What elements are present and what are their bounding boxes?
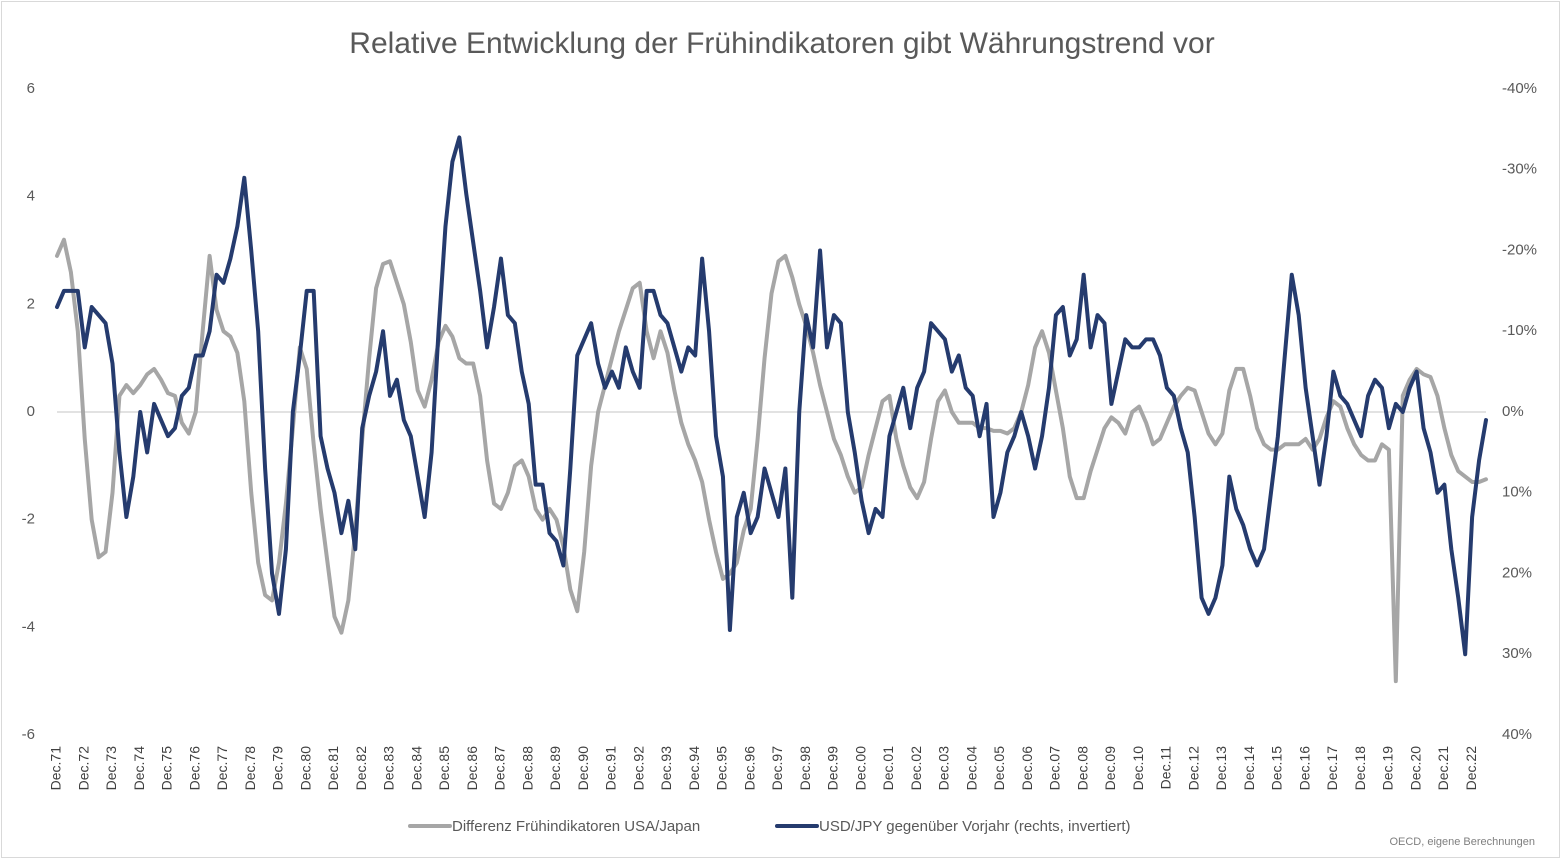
x-tick-label: Dec.09 <box>1102 746 1118 791</box>
x-tick-label: Dec.12 <box>1185 746 1201 791</box>
x-tick-label: Dec.91 <box>603 746 619 791</box>
x-tick-label: Dec.05 <box>991 746 1007 791</box>
x-tick-label: Dec.82 <box>353 746 369 791</box>
y2-tick-label: 0% <box>1502 403 1524 420</box>
y2-tick-label: 30% <box>1502 645 1532 662</box>
x-tick-label: Dec.18 <box>1352 746 1368 791</box>
x-tick-label: Dec.81 <box>325 746 341 791</box>
y-tick-label: -4 <box>22 618 35 635</box>
x-tick-label: Dec.16 <box>1296 746 1312 791</box>
x-tick-label: Dec.84 <box>408 746 424 791</box>
x-tick-label: Dec.71 <box>48 746 64 791</box>
x-tick-label: Dec.20 <box>1407 746 1423 791</box>
series-line <box>55 135 1488 657</box>
y2-tick-label: 40% <box>1502 726 1532 743</box>
chart-title: Relative Entwicklung der Frühindikatoren… <box>349 27 1214 60</box>
x-tick-label: Dec.77 <box>214 746 230 791</box>
x-tick-label: Dec.76 <box>186 746 202 791</box>
y-tick-label: 4 <box>27 188 35 205</box>
x-tick-label: Dec.90 <box>575 746 591 791</box>
x-tick-label: Dec.89 <box>547 746 563 791</box>
x-tick-label: Dec.10 <box>1130 746 1146 791</box>
x-tick-label: Dec.72 <box>75 746 91 791</box>
legend-label: Differenz Frühindikatoren USA/Japan <box>452 818 700 835</box>
y-tick-label: 0 <box>27 403 35 420</box>
x-tick-label: Dec.85 <box>436 746 452 791</box>
x-tick-label: Dec.98 <box>797 746 813 791</box>
y2-tick-label: 10% <box>1502 484 1532 501</box>
source-note: OECD, eigene Berechnungen <box>1389 836 1535 848</box>
x-tick-label: Dec.22 <box>1463 746 1479 791</box>
legend-label: USD/JPY gegenüber Vorjahr (rechts, inver… <box>819 818 1131 835</box>
y2-tick-label: -10% <box>1502 322 1537 339</box>
x-tick-label: Dec.87 <box>492 746 508 791</box>
x-tick-label: Dec.02 <box>908 746 924 791</box>
x-tick-label: Dec.88 <box>519 746 535 791</box>
y-tick-label: -6 <box>22 726 35 743</box>
x-tick-label: Dec.04 <box>963 746 979 791</box>
x-tick-label: Dec.73 <box>103 746 119 791</box>
x-tick-label: Dec.06 <box>1019 746 1035 791</box>
x-tick-label: Dec.79 <box>270 746 286 791</box>
y-tick-label: -2 <box>22 511 35 528</box>
x-tick-label: Dec.01 <box>880 746 896 791</box>
x-tick-label: Dec.14 <box>1241 746 1257 791</box>
x-tick-label: Dec.78 <box>242 746 258 791</box>
y2-tick-label: -20% <box>1502 241 1537 258</box>
x-tick-label: Dec.08 <box>1074 746 1090 791</box>
x-tick-label: Dec.95 <box>714 746 730 791</box>
y2-tick-label: -40% <box>1502 80 1537 97</box>
x-tick-label: Dec.21 <box>1435 746 1451 791</box>
x-tick-label: Dec.17 <box>1324 746 1340 791</box>
x-tick-label: Dec.83 <box>381 746 397 791</box>
x-tick-label: Dec.97 <box>769 746 785 791</box>
x-tick-label: Dec.96 <box>741 746 757 791</box>
x-tick-label: Dec.93 <box>658 746 674 791</box>
x-tick-label: Dec.80 <box>297 746 313 791</box>
x-tick-label: Dec.07 <box>1047 746 1063 791</box>
y-tick-label: 6 <box>27 80 35 97</box>
x-tick-label: Dec.00 <box>852 746 868 791</box>
x-tick-label: Dec.13 <box>1213 746 1229 791</box>
x-tick-label: Dec.03 <box>936 746 952 791</box>
x-tick-label: Dec.94 <box>686 746 702 791</box>
x-tick-label: Dec.11 <box>1158 746 1174 790</box>
x-tick-label: Dec.86 <box>464 746 480 791</box>
y2-tick-label: -30% <box>1502 161 1537 178</box>
y2-tick-label: 20% <box>1502 564 1532 581</box>
x-tick-label: Dec.74 <box>131 746 147 791</box>
x-tick-label: Dec.75 <box>159 746 175 791</box>
x-tick-label: Dec.92 <box>630 746 646 791</box>
x-tick-label: Dec.99 <box>825 746 841 791</box>
x-tick-label: Dec.19 <box>1380 746 1396 791</box>
y-tick-label: 2 <box>27 295 35 312</box>
x-tick-label: Dec.15 <box>1269 746 1285 791</box>
